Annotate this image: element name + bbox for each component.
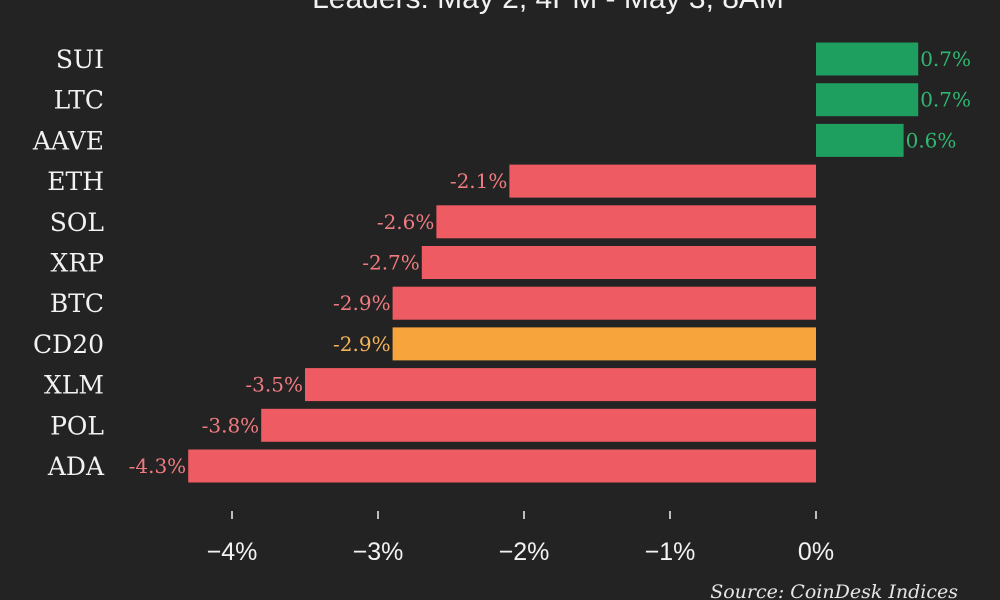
x-tick-label: −3%	[353, 538, 404, 566]
value-label-aave: 0.6%	[906, 128, 957, 152]
value-label-cd20: -2.9%	[333, 332, 391, 356]
category-label-ltc: LTC	[54, 86, 104, 115]
value-label-sol: -2.6%	[377, 210, 435, 234]
bars-layer	[188, 42, 919, 483]
category-label-ada: ADA	[47, 452, 105, 481]
value-label-pol: -3.8%	[202, 413, 260, 437]
value-labels: 0.7% 0.7% 0.6% -2.1% -2.6% -2.7% -2.9% -2.9% -3.…	[129, 47, 971, 478]
value-label-sui: 0.7%	[920, 47, 971, 71]
category-label-btc: BTC	[50, 289, 104, 318]
category-label-cd20: CD20	[33, 330, 104, 359]
category-label-sui: SUI	[56, 45, 104, 74]
value-label-ltc: 0.7%	[920, 88, 971, 112]
bar-xlm	[305, 368, 816, 402]
bar-aave	[816, 123, 904, 157]
bar-ltc	[816, 83, 919, 117]
x-axis: −4% −3% −2% −1% 0%	[207, 511, 834, 566]
x-tick-label: 0%	[798, 538, 834, 566]
bar-sol	[436, 205, 816, 239]
bar-sui	[816, 42, 919, 76]
x-tick-label: −1%	[645, 538, 696, 566]
value-label-xlm: -3.5%	[245, 373, 303, 397]
category-label-xrp: XRP	[51, 249, 104, 278]
value-label-ada: -4.3%	[129, 454, 187, 478]
category-label-eth: ETH	[47, 167, 104, 196]
bar-ada	[188, 449, 816, 483]
value-label-eth: -2.1%	[450, 169, 508, 193]
x-tick-label: −4%	[207, 538, 258, 566]
bar-eth	[509, 164, 816, 198]
value-label-btc: -2.9%	[333, 291, 391, 315]
bar-cd20	[392, 327, 816, 361]
category-labels: SUI LTC AAVE ETH SOL XRP BTC CD20 XLM POL ADA	[32, 45, 105, 481]
category-label-aave: AAVE	[32, 126, 104, 155]
x-tick-label: −2%	[499, 538, 550, 566]
category-label-xlm: XLM	[44, 371, 104, 400]
bar-btc	[392, 286, 816, 320]
category-label-pol: POL	[50, 411, 104, 440]
chart-title: Leaders: May 2, 4PM - May 3, 8AM	[312, 0, 784, 15]
source-note: Source: CoinDesk Indices	[710, 581, 958, 600]
category-label-sol: SOL	[50, 208, 104, 237]
bar-pol	[261, 408, 816, 442]
value-label-xrp: -2.7%	[362, 251, 420, 275]
bar-xrp	[421, 246, 816, 279]
